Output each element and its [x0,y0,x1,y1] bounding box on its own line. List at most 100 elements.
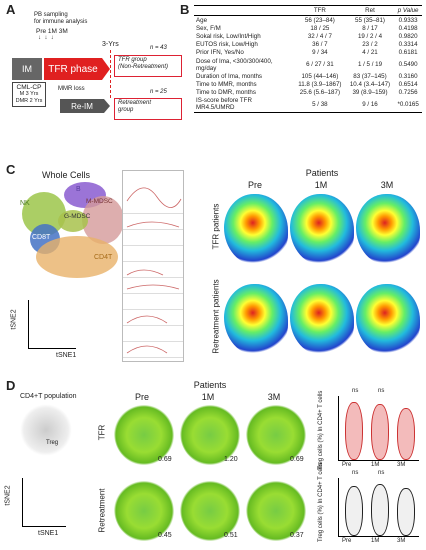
table-cell: 0.7256 [398,89,418,97]
histogram-row [123,327,183,342]
ret-group-box: Retreatment group [114,98,182,120]
table-cell: 32 / 4 / 7 [307,32,332,40]
violin [397,408,415,460]
table-cell: 18 / 25 [310,24,330,32]
cd4-tsne-plot [180,404,240,466]
d-col-1m: 1M [201,392,215,402]
table-cell: Sex, F/M [196,24,221,32]
table-cell: 36 / 7 [312,41,328,49]
label-cd8t: CD8T [32,234,51,241]
violin [371,484,389,536]
treg-value: 0.37 [290,532,304,539]
violin [345,402,363,460]
xcat: 3M [397,538,406,544]
histogram-row [123,247,183,262]
d-patients-heading: Patients [193,380,227,390]
table-cell: 19 / 2 / 4 [357,32,383,40]
table-cell: 9 / 16 [345,96,395,113]
treg-label: Treg [46,440,59,446]
tsne2-label: tSNE2 [10,309,18,330]
table-cell: 0.9333 [398,16,418,24]
d-tsne2-axis [22,478,23,526]
table-row: Prior IFN, Yes/No 9 / 34 4 / 21 0.6181 [194,49,422,57]
table-cell: 25.6 (5.6–187) [299,89,340,97]
tfr-group-label-2: (Non-Retreatment) [118,64,169,70]
table-cell: 39 (8.9–159) [352,89,388,97]
table-cell: 0.6181 [398,49,418,57]
table-cell: 0.6514 [398,80,418,88]
cluster-g-mdsc [58,210,88,232]
violin [397,488,415,536]
ns-label: ns [378,388,385,394]
xcat: 1M [371,538,380,544]
histogram-curves [126,187,182,354]
dmr-label: DMR 2 Yrs [15,98,43,104]
col-header-p: p Value [394,5,422,16]
table-cell: 0.4198 [398,24,418,32]
characteristics-table: TFR Ret p Value Age 56 (23–84) 55 (35–81) 0… [194,5,422,113]
table-cell: 0.3160 [398,72,418,80]
label-m-mdsc: M-MDSC [86,198,113,205]
cd4-tsne-plot [114,404,174,466]
col-header-tfr: TFR [294,5,346,16]
table-cell: EUTOS risk, Low/High [196,41,258,49]
table-cell: 11.8 (3.9–1867) [298,80,342,88]
three-yrs-label: 3-Yrs [102,41,119,48]
table-row: Sokal risk, Low/Int/High 32 / 4 / 7 19 / 2… [194,32,422,40]
label-cd4t: CD4T [94,254,113,261]
n-ret: n = 25 [150,89,167,95]
histogram-row [123,343,183,358]
re-im-box: Re-IM [60,99,104,113]
panel-a-label: A [6,2,16,17]
ns-label: ns [378,470,385,476]
histogram-row [123,231,183,246]
patients-heading: Patients [305,168,339,178]
table-cell: Time to MMR, months [196,80,257,88]
d-row-retreatment: Retreatment [97,488,107,533]
histogram-row [123,279,183,294]
tsne-heatmap [290,194,354,266]
table-cell: 10.4 (3.4–147) [349,80,391,88]
tsne-heatmap [224,194,288,266]
table-row: Time to DMR, months 25.6 (5.6–187) 39 (8.9… [194,89,422,97]
marker-histograms [122,170,184,362]
xcat: Pre [342,538,352,544]
tsne1-axis [28,348,76,349]
violin-ylabel-2: Treg cells (%) In CD4+ T cells [318,462,324,542]
table-row: Time to MMR, months 11.8 (3.9–1867) 10.4 (… [194,80,422,88]
table-cell: 4 / 21 [362,49,378,57]
three-year-line [110,50,111,98]
arrows-down-icon: ↓ ↓ ↓ [38,35,54,41]
table-cell: 105 (44–146) [301,72,339,80]
d-tsne1-axis [22,526,66,527]
table-cell: Prior IFN, Yes/No [196,49,244,57]
table-header-row: TFR Ret p Value [194,5,422,16]
tsne-heatmap [356,194,420,266]
ns-label: ns [352,470,359,476]
table-cell: 0.5490 [398,61,418,69]
cd4-tsne-plot [180,480,240,542]
tsne-heatmap [356,284,420,356]
table-cell: Time to DMR, months [196,89,256,97]
cml-cp-label: CML-CP [16,84,42,91]
treg-value: 0.69 [158,456,172,463]
histogram-row [123,215,183,230]
table-cell: 9 / 34 [312,49,328,57]
table-cell: 0.9820 [398,32,418,40]
col-header [194,5,294,16]
cd4-overview-tsne [20,404,72,456]
ret-group-label: Retreatment [118,100,152,106]
im-box: IM [12,58,42,80]
tsne1-label: tSNE1 [56,352,77,359]
m3yrs-label: M 3 Yrs [19,91,39,97]
whole-cells-tsne: B NK G-MDSC M-MDSC CD8T CD4T [20,182,124,278]
xcat: 1M [371,462,380,468]
tsne-heatmap [224,284,288,356]
violin-chart-ret [338,478,419,537]
cluster-cd4t [36,236,118,278]
table-cell: 56 (23–84) [304,16,335,24]
histogram-row [123,311,183,326]
panel-d-label: D [6,378,16,393]
row-retreatment-patients: Retreatment patients [211,279,221,354]
im-label: IM [22,64,32,74]
